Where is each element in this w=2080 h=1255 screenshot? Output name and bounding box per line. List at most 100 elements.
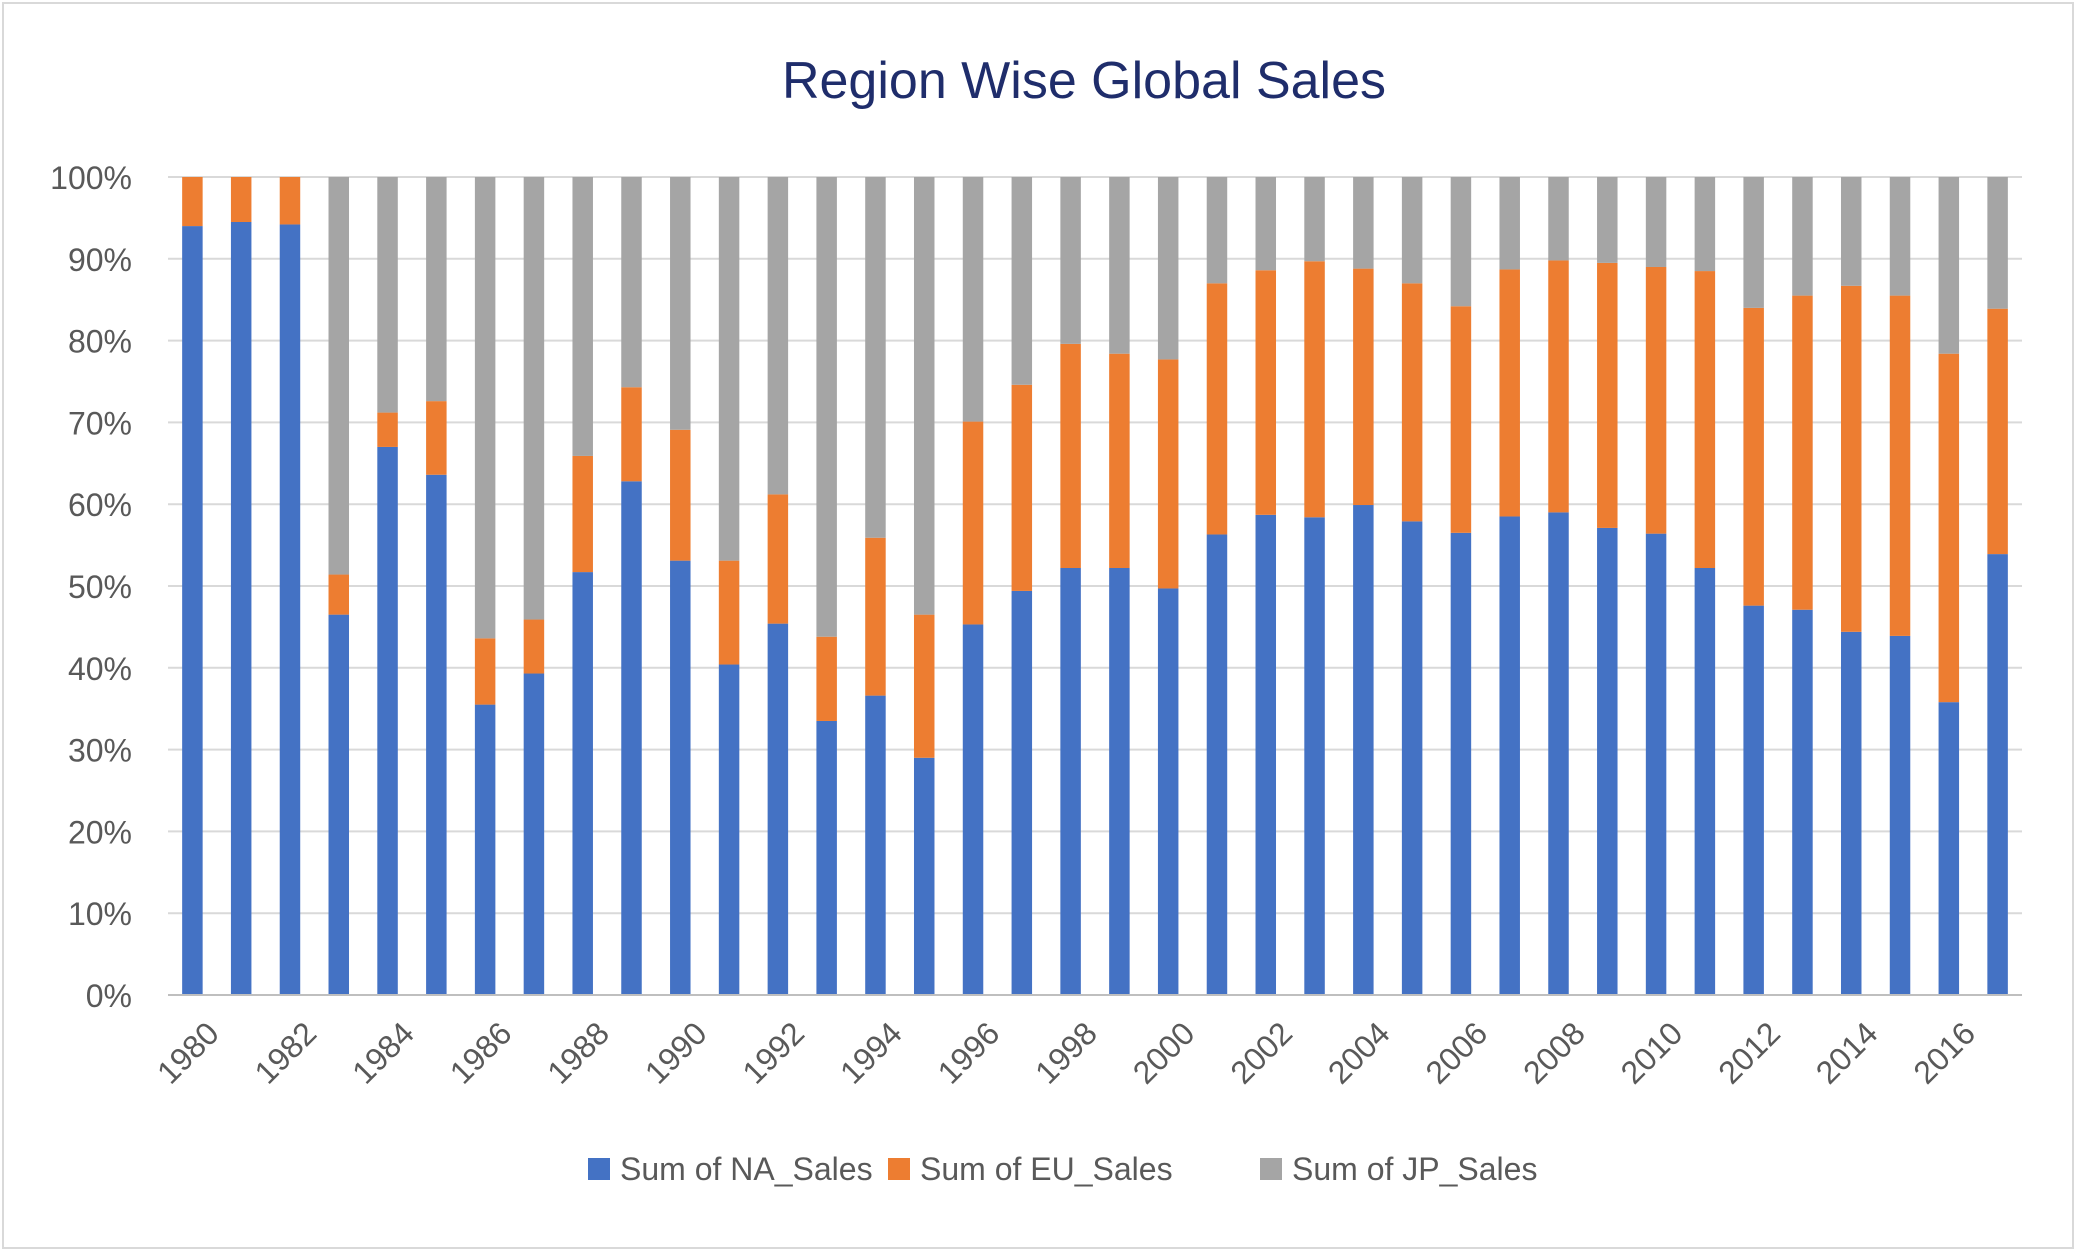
- bar-segment-2-1994: [865, 537, 886, 696]
- bar-segment-3-1987: [523, 177, 545, 620]
- bar-segment-2-1997: [1011, 384, 1033, 591]
- bar-segment-1-1988: [572, 572, 593, 995]
- bar-segment-2-2001: [1206, 283, 1228, 535]
- bar-segment-1-2003: [1304, 517, 1325, 995]
- legend: Sum of NA_Sales Sum of EU_Sales Sum of JP_…: [588, 1151, 1537, 1187]
- bar-segment-3-2014: [1840, 177, 1862, 286]
- bar-segment-1-2011: [1694, 568, 1716, 995]
- bar-segment-2-1980: [182, 177, 203, 227]
- x-tick-label: 1990: [638, 1015, 714, 1091]
- bar-segment-1-1983: [328, 614, 350, 995]
- bar-segment-1-1991: [718, 664, 740, 995]
- bar-segment-3-2001: [1206, 177, 1228, 284]
- bar-segment-3-1998: [1060, 177, 1081, 344]
- bar-segment-2-2008: [1548, 260, 1569, 513]
- x-tick-label: 2002: [1223, 1015, 1299, 1091]
- bar-segment-2-2000: [1157, 359, 1179, 589]
- bar-segment-1-1999: [1109, 568, 1130, 995]
- bar-segment-3-2016: [1938, 177, 1960, 354]
- bar-segment-3-2015: [1889, 177, 1911, 296]
- bar-segment-2-2013: [1792, 295, 1813, 610]
- bar-segment-1-2014: [1840, 631, 1862, 995]
- bar-segment-3-1994: [865, 177, 886, 538]
- bar-segment-1-2010: [1645, 533, 1667, 995]
- bar-segment-3-2006: [1450, 177, 1472, 307]
- bar-segment-3-2010: [1645, 177, 1667, 267]
- bar-segment-2-2011: [1694, 271, 1716, 569]
- bar-segment-1-2007: [1499, 516, 1520, 995]
- bar-segment-1-2006: [1450, 532, 1472, 995]
- bar-segment-1-2009: [1597, 527, 1618, 995]
- bar-segment-3-1997: [1011, 177, 1033, 385]
- bar-segment-1-2008: [1548, 512, 1569, 995]
- x-axis-ticks: 1980 1982 1984 1986 1988 1990 1992 1994 1996 1998…: [150, 1015, 1982, 1091]
- bar-segment-2-2005: [1401, 283, 1423, 522]
- bar-segment-3-2005: [1401, 177, 1423, 284]
- bar-segment-1-2002: [1255, 514, 1277, 995]
- bar-segment-1-2004: [1353, 505, 1374, 995]
- legend-swatch: [888, 1158, 910, 1180]
- x-tick-label: 1988: [540, 1015, 616, 1091]
- bar-segment-2-2009: [1597, 262, 1618, 528]
- bar-segment-2-1993: [816, 636, 837, 721]
- bar-segment-2-1987: [523, 619, 545, 674]
- bar-segment-3-1983: [328, 177, 350, 575]
- x-tick-label: 2006: [1418, 1015, 1494, 1091]
- legend-swatch: [588, 1158, 610, 1180]
- bar-segment-2-2012: [1743, 307, 1764, 606]
- bar-segment-3-1996: [962, 177, 984, 422]
- chart-title: Region Wise Global Sales: [782, 52, 1386, 110]
- x-tick-label: 2016: [1906, 1015, 1982, 1091]
- bar-segment-2-2016: [1938, 353, 1960, 703]
- bar-segment-1-2012: [1743, 605, 1764, 995]
- bar-segment-3-1999: [1109, 177, 1130, 354]
- bar-segment-1-1993: [816, 720, 837, 995]
- x-tick-label: 2004: [1321, 1015, 1397, 1091]
- bar-segment-1-1985: [426, 474, 447, 995]
- bar-segment-1-1987: [523, 673, 545, 995]
- bar-segment-3-1990: [670, 177, 691, 430]
- y-tick-label: 90%: [68, 242, 132, 278]
- legend-label: Sum of EU_Sales: [920, 1151, 1173, 1187]
- x-tick-label: 1980: [150, 1015, 226, 1091]
- bar-segment-3-1991: [718, 177, 740, 561]
- bar-segment-2-1992: [767, 494, 789, 624]
- bar-segment-1-2005: [1401, 521, 1423, 995]
- bar-segment-1-2017: [1987, 554, 2008, 995]
- bar-segment-2-1989: [621, 387, 642, 482]
- bar-segment-1-1990: [670, 560, 691, 995]
- bar-segment-2-1988: [572, 455, 593, 573]
- bar-segment-2-1996: [962, 421, 984, 625]
- bar-segment-3-2009: [1597, 177, 1618, 263]
- bar-segment-3-2013: [1792, 177, 1813, 296]
- bar-segment-2-1999: [1109, 353, 1130, 569]
- bar-segment-3-2011: [1694, 177, 1716, 272]
- bar-segment-3-2017: [1987, 177, 2008, 309]
- bar-segment-3-1992: [767, 177, 789, 495]
- bar-segment-3-2000: [1157, 177, 1179, 360]
- bar-segment-2-2002: [1255, 270, 1277, 515]
- bar-segment-2-1981: [230, 177, 252, 222]
- bar-segment-1-1997: [1011, 590, 1033, 995]
- bar-segment-1-1982: [279, 224, 301, 996]
- bar-segment-2-1982: [279, 177, 301, 225]
- x-tick-label: 2000: [1126, 1015, 1202, 1091]
- bar-segment-2-2003: [1304, 261, 1325, 518]
- bar-segment-3-2012: [1743, 177, 1764, 308]
- bar-segment-1-2013: [1792, 609, 1813, 995]
- y-tick-label: 60%: [68, 487, 132, 523]
- bar-segment-2-2017: [1987, 308, 2008, 555]
- bar-segment-1-2015: [1889, 635, 1911, 995]
- bar-segment-3-1988: [572, 177, 593, 456]
- bar-segment-1-1996: [962, 624, 984, 995]
- bar-segment-2-2004: [1353, 268, 1374, 506]
- y-tick-label: 80%: [68, 324, 132, 360]
- bar-segment-3-1993: [816, 177, 837, 637]
- bar-segment-2-2010: [1645, 266, 1667, 534]
- bar-segment-3-1989: [621, 177, 642, 388]
- y-tick-label: 20%: [68, 814, 132, 850]
- y-tick-label: 100%: [50, 160, 132, 196]
- stacked-bar-chart: Region Wise Global Sales 0% 10% 20% 30% 40% 5…: [50, 52, 2022, 1187]
- bar-segment-2-2014: [1840, 285, 1862, 632]
